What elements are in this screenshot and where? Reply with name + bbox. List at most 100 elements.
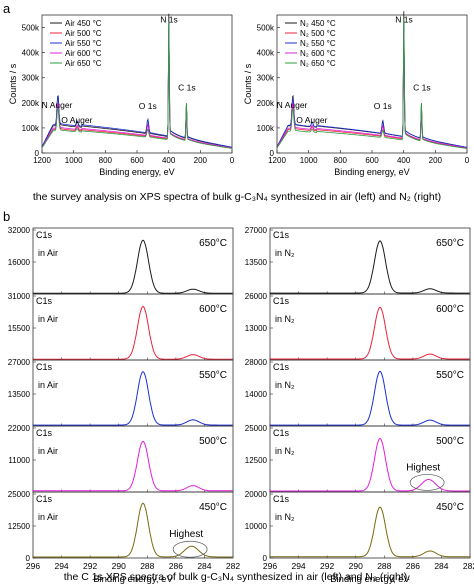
temperature-label: 650°C: [199, 238, 227, 249]
y-tick-label: 14000: [245, 390, 268, 399]
series-line: [41, 13, 233, 148]
x-tick-label: 800: [334, 156, 348, 165]
temperature-label: 650°C: [436, 238, 464, 249]
spectrum-line: [33, 440, 233, 492]
x-tick-label: 296: [263, 561, 277, 571]
series-line: [276, 30, 468, 149]
x-tick-label: 296: [26, 561, 40, 571]
peak-annotation: N Auger: [277, 100, 308, 110]
y-tick-label: 10000: [245, 522, 268, 531]
c1s-n2-chart: 27000 13500 C1s in N₂ 650°C 26000 13000 C1s in N…: [245, 226, 474, 584]
atmosphere-label: in N₂: [275, 446, 295, 456]
y-tick-label: 400k: [22, 49, 40, 58]
x-tick-label: 800: [99, 156, 113, 165]
x-tick-label: 286: [169, 561, 183, 571]
series-line: [41, 23, 233, 148]
legend-label: Air 600 °C: [65, 49, 102, 58]
y-tick-label: 13000: [245, 324, 268, 333]
temperature-label: 450°C: [199, 502, 227, 513]
legend-label: N₂ 650 °C: [300, 59, 336, 68]
highlight-label: Highest: [169, 529, 203, 540]
x-axis-label: Binding energy, eV: [330, 574, 410, 584]
temperature-label: 450°C: [436, 502, 464, 513]
x-tick-label: 292: [83, 561, 97, 571]
core-level-tag: C1s: [36, 230, 53, 240]
y-tick-label: 12500: [245, 456, 268, 465]
legend-label: N₂ 500 °C: [300, 29, 336, 38]
core-level-tag: C1s: [36, 494, 53, 504]
x-tick-label: 600: [130, 156, 144, 165]
x-tick-label: 0: [230, 156, 235, 165]
x-tick-label: 286: [406, 561, 420, 571]
y-axis-label: Counts / s: [243, 63, 253, 104]
atmosphere-label: in Air: [38, 446, 58, 456]
legend-label: N₂ 450 °C: [300, 19, 336, 28]
atmosphere-label: in N₂: [275, 380, 295, 390]
y-tick-label: 300k: [22, 74, 40, 83]
y-tick-label: 20000: [245, 490, 268, 499]
atmosphere-label: in N₂: [275, 314, 295, 324]
caption-b: the C 1s XPS spectra of bulk g-C₃N₄ synt…: [64, 571, 410, 583]
highlight-label: Highest: [406, 462, 440, 473]
legend-label: Air 450 °C: [65, 19, 102, 28]
x-tick-label: 200: [429, 156, 443, 165]
panel-a-label: a: [3, 1, 11, 16]
x-tick-label: 400: [397, 156, 411, 165]
y-axis-label: Counts / s: [8, 63, 18, 104]
core-level-tag: C1s: [273, 362, 290, 372]
y-tick-label: 13500: [8, 390, 31, 399]
atmosphere-label: in N₂: [275, 248, 295, 258]
x-tick-label: 1000: [65, 156, 83, 165]
atmosphere-label: in Air: [38, 380, 58, 390]
peak-annotation: N 1s: [395, 15, 412, 25]
spectrum-line: [270, 240, 470, 294]
y-tick-label: 300k: [257, 74, 275, 83]
core-level-tag: C1s: [36, 296, 53, 306]
x-tick-label: 288: [377, 561, 391, 571]
y-tick-label: 31000: [8, 292, 31, 301]
x-tick-label: 1200: [33, 156, 51, 165]
x-tick-label: 200: [194, 156, 208, 165]
y-tick-label: 15500: [8, 324, 31, 333]
series-line: [41, 21, 233, 149]
series-line: [276, 19, 468, 149]
series-line: [276, 28, 468, 149]
series-line: [41, 30, 233, 149]
core-level-tag: C1s: [273, 428, 290, 438]
core-level-tag: C1s: [273, 230, 290, 240]
x-tick-label: 0: [465, 156, 470, 165]
temperature-label: 550°C: [436, 370, 464, 381]
core-level-tag: C1s: [36, 428, 53, 438]
y-tick-label: 0: [263, 554, 268, 563]
y-tick-label: 100k: [22, 124, 40, 133]
y-tick-label: 0: [270, 149, 275, 158]
peak-annotation: N 1s: [160, 15, 177, 25]
temperature-label: 500°C: [199, 436, 227, 447]
x-tick-label: 292: [320, 561, 334, 571]
survey-air-chart: 1200 1000 800 600 400 200 0 0 100k 200k 300k 400k 50…: [8, 13, 235, 177]
peak-annotation: C 1s: [178, 82, 195, 92]
peak-annotation: O Auger: [296, 115, 327, 125]
peak-annotation: O Auger: [61, 115, 92, 125]
y-tick-label: 200k: [22, 99, 40, 108]
y-tick-label: 0: [26, 554, 31, 563]
y-tick-label: 25000: [8, 490, 31, 499]
x-axis-label: Binding energy, eV: [99, 167, 174, 177]
spectrum-line: [270, 306, 470, 360]
x-tick-label: 282: [463, 561, 474, 571]
peak-annotation: N Auger: [42, 100, 73, 110]
peak-annotation: O 1s: [374, 101, 392, 111]
y-tick-label: 16000: [8, 258, 31, 267]
y-tick-label: 100k: [257, 124, 275, 133]
panel-b-label: b: [3, 209, 10, 224]
survey-n2-chart: 1200 1000 800 600 400 200 0 0 100k 200k 300k 400k 50…: [243, 11, 470, 177]
temperature-label: 600°C: [436, 304, 464, 315]
legend-label: Air 550 °C: [65, 39, 102, 48]
y-tick-label: 500k: [257, 24, 275, 33]
y-tick-label: 26000: [245, 292, 268, 301]
y-tick-label: 200k: [257, 99, 275, 108]
spectrum-line: [33, 239, 233, 294]
highlight-ellipse: [172, 540, 208, 558]
x-tick-label: 284: [197, 561, 211, 571]
legend-label: Air 500 °C: [65, 29, 102, 38]
